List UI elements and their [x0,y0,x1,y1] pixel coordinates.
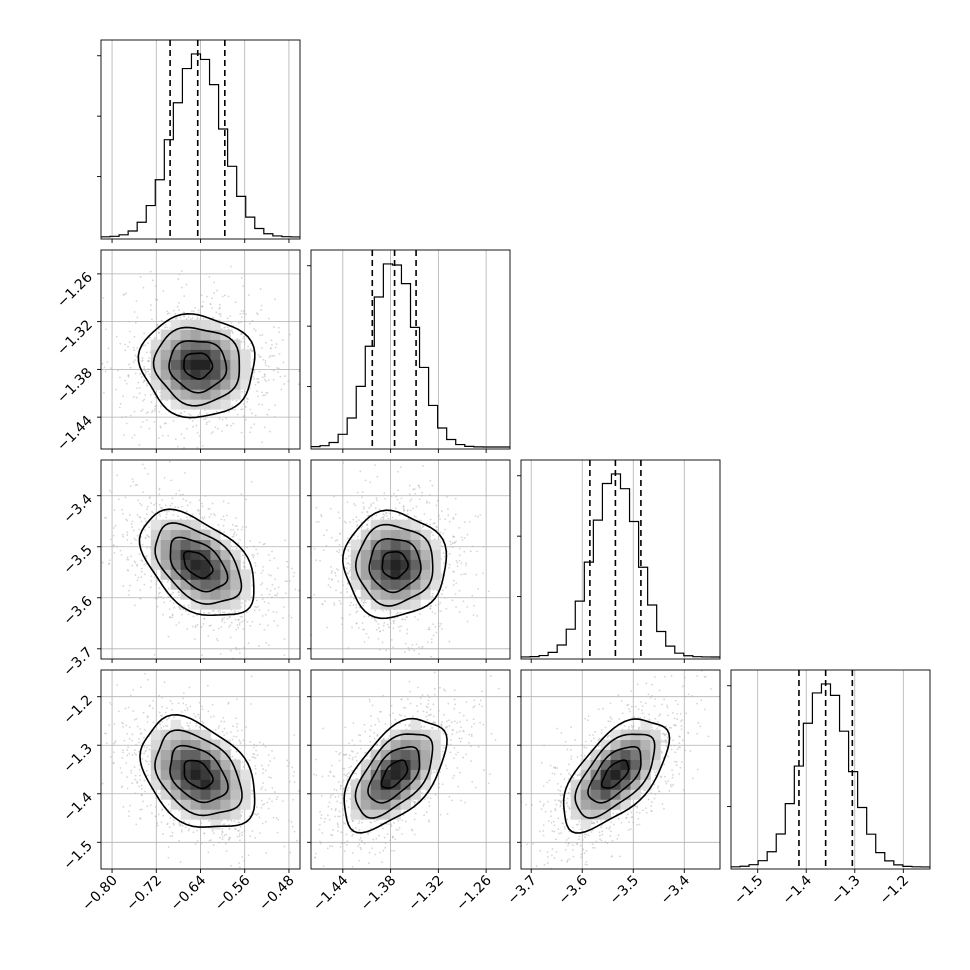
panel-3-0: −0.80 −0.72 −0.64 −0.56 −0.48 −1.5 −1.4 −1.3 −1.… [60,669,301,915]
contours-2-1 [342,509,448,620]
panel-frame [730,669,931,870]
contour-level-1 [368,538,422,594]
y-tick-label: −1.26 [54,269,96,311]
contour-level-2 [354,523,434,607]
x-tick-label: −1.32 [406,873,448,915]
panel-3-1: −1.44 −1.38 −1.32 −1.26 [307,669,511,915]
contour-level-3 [138,508,255,617]
y-tick-label: −1.2 [60,692,95,727]
panel-2-2 [517,459,721,663]
y-tick-label: −1.5 [60,838,95,873]
panel-3-3: −1.5 −1.4 −1.3 −1.2 [727,669,931,908]
contour-level-3 [139,714,256,828]
y-tick-label: −3.6 [60,593,95,628]
x-tick-label: −3.7 [505,873,540,908]
contour-level-0 [381,551,409,580]
y-tick-label: −1.4 [60,789,95,824]
contours-3-2 [562,718,671,834]
x-tick-label: −1.38 [358,873,400,915]
panel-3-2: −3.7 −3.6 −3.5 −3.4 [505,669,721,908]
histogram-1 [311,263,510,448]
panel-2-1 [307,459,511,663]
x-tick-label: −0.64 [168,872,210,914]
panel-frame [310,249,511,450]
x-tick-label: −1.5 [731,873,766,908]
contour-level-1 [587,745,642,804]
panel-2-0: −3.7 −3.6 −3.5 −3.4 [60,459,301,680]
histogram-0 [101,53,300,238]
contour-level-0 [182,550,214,580]
density-1-0 [150,319,251,410]
contours-3-0 [139,714,256,828]
y-tick-label: −3.5 [60,542,95,577]
x-tick-label: −3.5 [607,873,642,908]
panel-frame [310,669,511,870]
x-tick-label: −3.6 [556,872,591,907]
contours-1-0 [137,312,256,419]
contour-level-1 [367,746,421,804]
x-tick-label: −3.4 [658,872,693,907]
y-tick-label: −1.3 [60,741,95,776]
contour-level-0 [380,759,409,789]
contour-level-3 [562,718,671,834]
contour-level-0 [183,352,214,380]
panel-1-1 [307,249,511,453]
contour-level-0 [183,759,214,790]
histogram-3 [731,683,930,868]
contour-level-2 [154,522,243,605]
panel-frame [520,459,721,660]
contour-level-1 [168,340,228,394]
panel-frame [520,669,721,870]
x-tick-label: −0.80 [79,873,121,915]
x-tick-label: −1.26 [453,872,495,914]
contour-level-0 [600,759,630,789]
x-tick-label: −0.48 [256,873,298,915]
density-2-1 [350,519,441,610]
panel-frame [310,459,511,660]
y-tick-label: −3.7 [60,644,95,679]
x-tick-label: −1.4 [780,872,815,907]
y-tick-label: −1.44 [54,413,96,455]
contour-level-1 [169,744,229,804]
contour-level-2 [154,729,243,817]
panel-1-0: −1.44 −1.38 −1.32 −1.26 [54,249,301,455]
x-tick-label: −1.3 [828,873,863,908]
x-tick-label: −1.2 [877,873,912,908]
x-tick-label: −1.44 [310,872,352,914]
histogram-2 [521,473,720,658]
panel-0-0 [97,39,301,243]
y-tick-label: −1.38 [54,365,96,407]
x-tick-label: −0.56 [212,872,254,914]
y-tick-label: −3.4 [60,491,95,526]
contour-level-2 [152,326,241,407]
contour-level-1 [169,536,229,593]
contour-level-3 [343,717,448,834]
density-3-1 [350,719,441,820]
x-tick-label: −0.72 [123,873,165,915]
contours-3-1 [343,717,448,834]
contour-level-2 [574,733,656,819]
density-3-0 [150,719,251,830]
y-tick-label: −1.32 [54,317,96,359]
contour-level-3 [137,312,256,419]
contours-2-0 [138,508,255,617]
contour-level-3 [342,509,448,620]
contour-level-2 [354,733,434,819]
